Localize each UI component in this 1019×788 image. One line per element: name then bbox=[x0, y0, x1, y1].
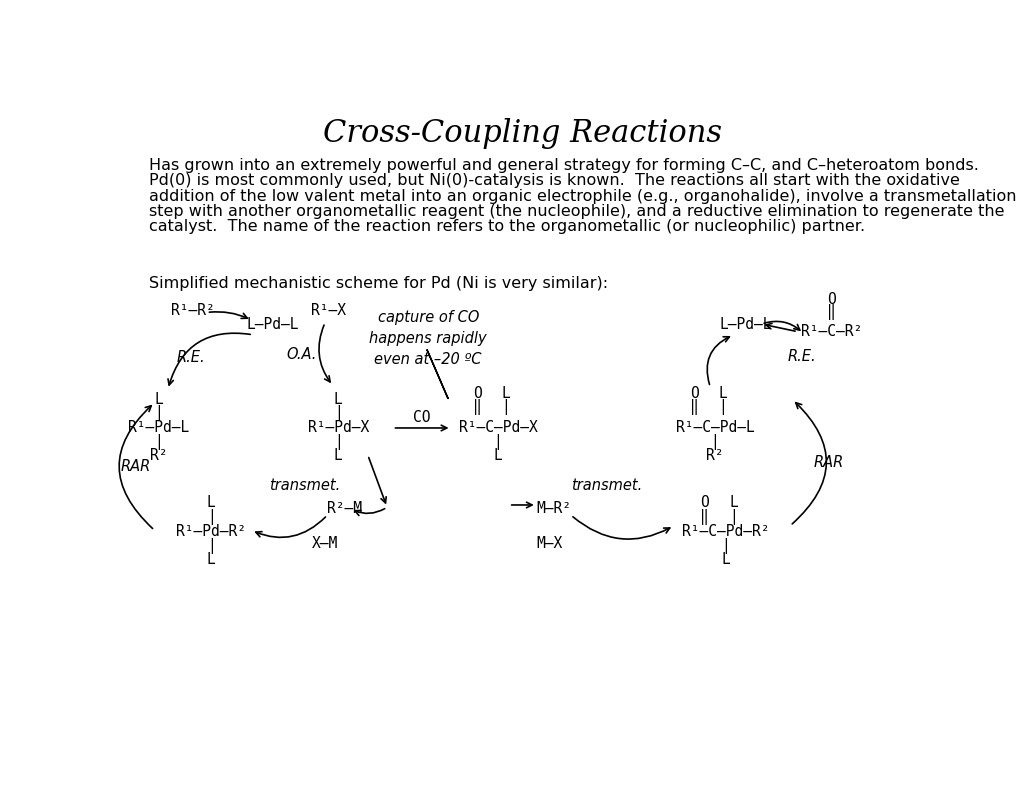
Text: R²: R² bbox=[150, 448, 167, 463]
Text: L: L bbox=[500, 386, 510, 401]
Text: Pd(0) is most commonly used, but Ni(0)-catalysis is known.  The reactions all st: Pd(0) is most commonly used, but Ni(0)-c… bbox=[149, 173, 959, 188]
Text: L: L bbox=[717, 386, 727, 401]
Text: R¹–R²: R¹–R² bbox=[171, 303, 215, 318]
Text: O: O bbox=[690, 386, 698, 401]
Text: RAR: RAR bbox=[813, 455, 843, 470]
Text: |: | bbox=[720, 537, 730, 554]
Text: step with another organometallic reagent (the nucleophile), and a reductive elim: step with another organometallic reagent… bbox=[149, 203, 1004, 218]
Text: |: | bbox=[500, 400, 510, 415]
Text: L: L bbox=[493, 448, 501, 463]
Text: |: | bbox=[729, 508, 737, 525]
Text: L: L bbox=[333, 448, 342, 463]
Text: O.A.: O.A. bbox=[286, 348, 317, 362]
Text: L: L bbox=[207, 552, 215, 567]
Text: |: | bbox=[710, 434, 718, 450]
Text: O: O bbox=[700, 495, 708, 510]
FancyArrowPatch shape bbox=[427, 350, 447, 399]
Text: R¹–Pd–L: R¹–Pd–L bbox=[127, 421, 189, 436]
Text: Cross-Coupling Reactions: Cross-Coupling Reactions bbox=[323, 117, 721, 149]
Text: R¹–X: R¹–X bbox=[311, 303, 346, 318]
Text: ‖: ‖ bbox=[700, 508, 708, 525]
Text: CO: CO bbox=[413, 411, 430, 426]
Text: R.E.: R.E. bbox=[176, 350, 205, 365]
Text: O: O bbox=[473, 386, 482, 401]
Text: O: O bbox=[826, 292, 835, 307]
Text: R²: R² bbox=[705, 448, 723, 463]
Text: transmet.: transmet. bbox=[268, 478, 339, 493]
Text: RAR: RAR bbox=[120, 459, 150, 474]
Text: |: | bbox=[493, 434, 501, 450]
Text: addition of the low valent metal into an organic electrophile (e.g., organohalid: addition of the low valent metal into an… bbox=[149, 188, 1016, 203]
Text: catalyst.  The name of the reaction refers to the organometallic (or nucleophili: catalyst. The name of the reaction refer… bbox=[149, 218, 864, 233]
Text: R.E.: R.E. bbox=[787, 349, 815, 364]
Text: |: | bbox=[333, 405, 342, 422]
Text: transmet.: transmet. bbox=[571, 478, 641, 493]
Text: L–Pd–L: L–Pd–L bbox=[247, 317, 300, 332]
Text: L: L bbox=[154, 392, 163, 407]
Text: ‖: ‖ bbox=[690, 400, 698, 415]
Text: M–X: M–X bbox=[536, 536, 562, 551]
Text: R¹–Pd–R²: R¹–Pd–R² bbox=[176, 525, 246, 540]
Text: M–R²: M–R² bbox=[536, 501, 571, 516]
Text: |: | bbox=[207, 537, 215, 554]
Text: |: | bbox=[154, 434, 163, 450]
Text: R¹–C–Pd–L: R¹–C–Pd–L bbox=[675, 421, 754, 436]
Text: ‖: ‖ bbox=[826, 304, 835, 321]
Text: Has grown into an extremely powerful and general strategy for forming C–C, and C: Has grown into an extremely powerful and… bbox=[149, 158, 978, 173]
Text: L: L bbox=[333, 392, 342, 407]
Text: |: | bbox=[717, 400, 727, 415]
Text: R²–M: R²–M bbox=[327, 501, 362, 516]
Text: ‖: ‖ bbox=[473, 400, 482, 415]
Text: |: | bbox=[333, 434, 342, 450]
Text: L: L bbox=[207, 495, 215, 510]
Text: |: | bbox=[154, 405, 163, 422]
Text: R¹–C–Pd–R²: R¹–C–Pd–R² bbox=[682, 525, 768, 540]
Text: |: | bbox=[207, 508, 215, 525]
Text: R¹–C–Pd–X: R¹–C–Pd–X bbox=[459, 421, 537, 436]
Text: capture of CO
happens rapidly
even at –20 ºC: capture of CO happens rapidly even at –2… bbox=[369, 310, 486, 367]
Text: L: L bbox=[720, 552, 730, 567]
Text: R¹–C–R²: R¹–C–R² bbox=[800, 324, 861, 339]
Text: X–M: X–M bbox=[312, 536, 338, 551]
Text: Simplified mechanistic scheme for Pd (Ni is very similar):: Simplified mechanistic scheme for Pd (Ni… bbox=[149, 277, 607, 292]
Text: L: L bbox=[729, 495, 737, 510]
Text: L–Pd–L: L–Pd–L bbox=[719, 317, 771, 332]
Text: R¹–Pd–X: R¹–Pd–X bbox=[308, 421, 369, 436]
